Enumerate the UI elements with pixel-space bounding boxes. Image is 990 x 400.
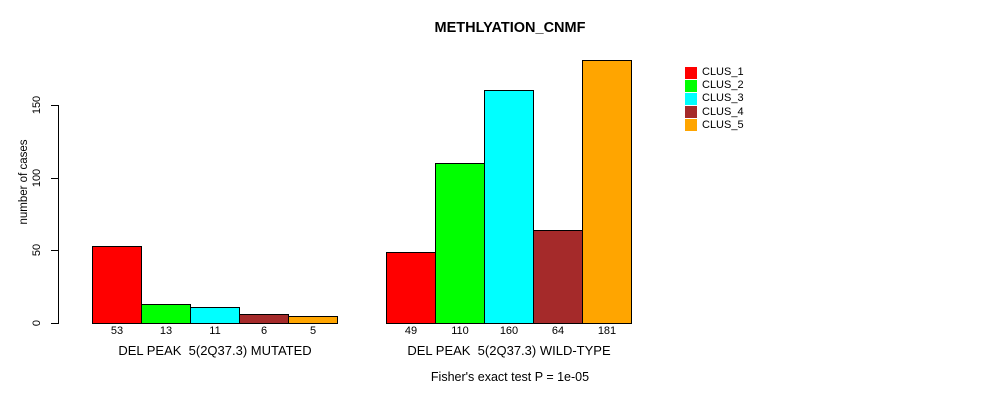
- bar-value-label: 160: [499, 325, 519, 337]
- bar-value-label: 13: [159, 325, 173, 337]
- bar-clus_2-group2: [435, 163, 485, 324]
- bar-value-label: 11: [209, 325, 221, 337]
- y-axis-tick: [51, 105, 59, 106]
- legend: CLUS_1 CLUS_2 CLUS_3 CLUS_4 CLUS_5: [685, 66, 744, 132]
- legend-swatch-icon: [685, 79, 697, 92]
- bar-clus_3-group1: [190, 307, 240, 324]
- y-axis-tick-label: 0: [31, 319, 43, 327]
- y-axis-line: [58, 105, 59, 324]
- legend-item-clus_4: CLUS_4: [685, 106, 744, 119]
- bar-value-label: 6: [260, 325, 268, 337]
- chart-title: METHLYATION_CNMF: [434, 20, 586, 36]
- legend-label: CLUS_5: [702, 118, 744, 131]
- legend-item-clus_5: CLUS_5: [685, 119, 744, 132]
- x-group-label-mutated: DEL PEAK 5(2Q37.3) MUTATED: [118, 343, 312, 358]
- bar-value-label: 53: [110, 325, 124, 337]
- y-axis-tick: [51, 250, 59, 251]
- bar-value-label: 64: [551, 325, 565, 337]
- legend-swatch-icon: [685, 106, 697, 119]
- bar-clus_2-group1: [141, 304, 191, 324]
- y-axis-tick: [51, 178, 59, 179]
- legend-label: CLUS_2: [702, 79, 744, 92]
- legend-swatch-icon: [685, 92, 697, 105]
- legend-label: CLUS_4: [702, 105, 744, 118]
- legend-item-clus_1: CLUS_1: [685, 66, 744, 79]
- bar-value-label: 5: [309, 325, 317, 337]
- y-axis-tick-label: 100: [31, 168, 43, 188]
- y-axis-label: number of cases: [18, 139, 30, 225]
- bar-clus_4-group2: [533, 230, 583, 324]
- legend-label: CLUS_3: [702, 92, 744, 105]
- bar-clus_5-group2: [582, 60, 632, 324]
- fisher-test-annotation: Fisher's exact test P = 1e-05: [430, 370, 590, 384]
- legend-swatch-icon: [685, 66, 697, 79]
- y-axis-tick-label: 50: [31, 243, 43, 257]
- legend-item-clus_2: CLUS_2: [685, 79, 744, 92]
- bar-clus_3-group2: [484, 90, 534, 324]
- bar-value-label: 110: [451, 325, 469, 337]
- legend-label: CLUS_1: [702, 66, 744, 79]
- legend-item-clus_3: CLUS_3: [685, 92, 744, 105]
- legend-swatch-icon: [685, 119, 697, 132]
- y-axis-tick-label: 150: [31, 95, 43, 115]
- bar-clus_1-group1: [92, 246, 142, 324]
- bar-clus_5-group1: [288, 316, 338, 324]
- bar-clus_4-group1: [239, 314, 289, 324]
- bar-value-label: 181: [597, 325, 617, 337]
- y-axis-tick: [51, 323, 59, 324]
- bar-clus_1-group2: [386, 252, 436, 324]
- bar-value-label: 49: [404, 325, 418, 337]
- x-group-label-wild-type: DEL PEAK 5(2Q37.3) WILD-TYPE: [407, 343, 611, 358]
